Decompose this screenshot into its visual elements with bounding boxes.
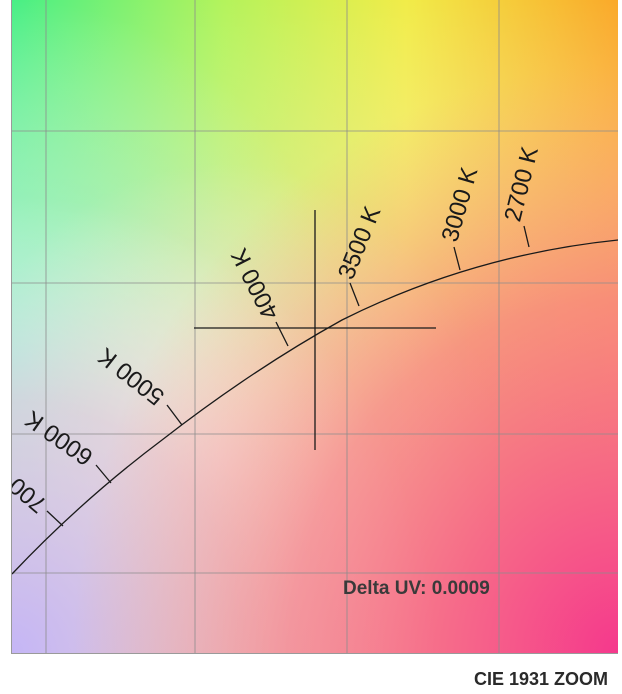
cct-label-6000: 6000 K [20,405,98,471]
cct-label-4000: 4000 K [226,244,285,324]
crosshair [194,210,436,450]
isotherm-ticks [46,225,530,527]
isotherm-2700-tick [523,225,530,248]
cct-label-5000: 5000 K [93,342,170,410]
isotherm-5000-tick [166,404,183,426]
plot-overlay: 2700 K 3000 K 3500 K 4000 K 5000 K 6000 … [12,0,618,653]
chromaticity-plot: 2700 K 3000 K 3500 K 4000 K 5000 K 6000 … [11,0,618,654]
cct-label-3500: 3500 K [333,203,387,284]
cct-label-2700: 2700 K [499,144,544,224]
isotherm-7000-tick [46,510,64,527]
planckian-locus [12,239,618,575]
isotherm-3500-tick [349,282,360,307]
isotherm-3000-tick [453,246,461,271]
isotherm-4000-tick [275,321,289,347]
isotherm-6000-tick [95,464,112,484]
zoom-caption: CIE 1931 ZOOM [473,669,608,689]
cct-label-3000: 3000 K [437,164,484,245]
delta-uv-readout: Delta UV: 0.0009 [343,578,490,599]
